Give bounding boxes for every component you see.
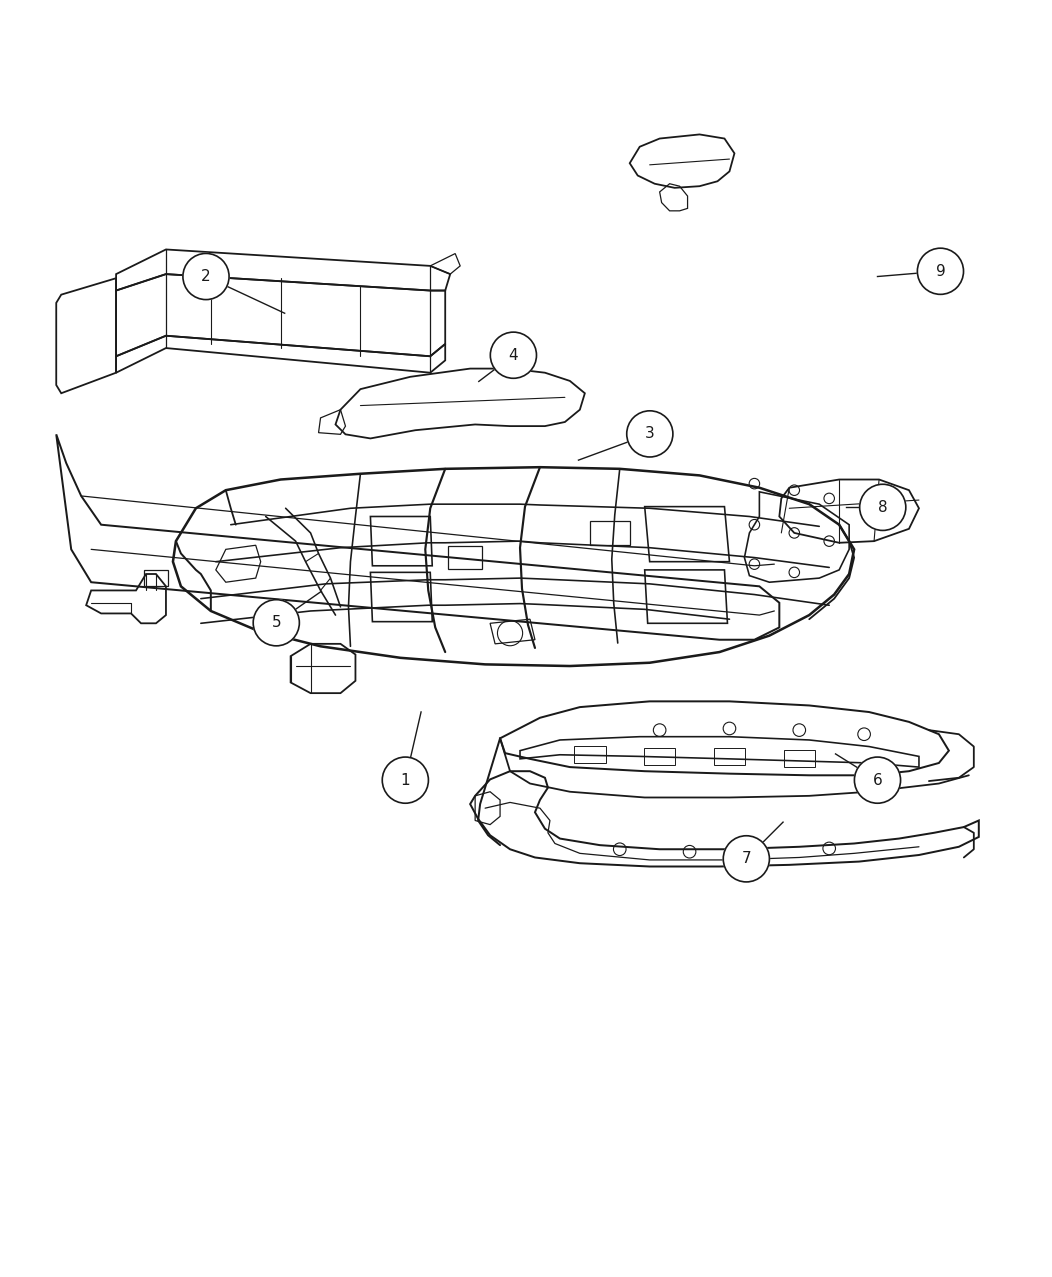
Text: 7: 7 (742, 852, 751, 866)
Text: 4: 4 (508, 347, 519, 363)
Circle shape (859, 484, 906, 530)
Circle shape (724, 835, 769, 882)
Text: 6: 6 (872, 773, 883, 788)
Circle shape (382, 757, 428, 803)
Text: 5: 5 (271, 616, 281, 631)
Text: 1: 1 (401, 773, 410, 788)
Circle shape (917, 248, 964, 295)
Text: 8: 8 (878, 499, 888, 515)
Text: 2: 2 (201, 269, 210, 283)
Circle shape (854, 757, 901, 803)
Circle shape (183, 253, 229, 300)
Circle shape (627, 411, 673, 457)
Circle shape (490, 332, 537, 378)
Circle shape (254, 600, 300, 646)
Text: 3: 3 (645, 427, 654, 442)
Text: 9: 9 (935, 264, 946, 278)
